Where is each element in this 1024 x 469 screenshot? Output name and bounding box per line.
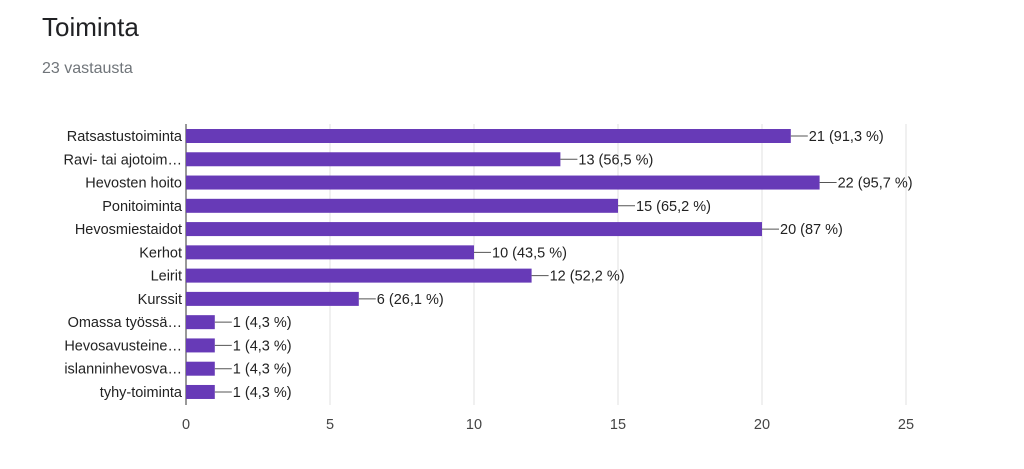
- data-label: 1 (4,3 %): [233, 362, 292, 378]
- data-label: 20 (87 %): [780, 222, 843, 238]
- tick-label: 5: [326, 417, 334, 433]
- bar: [186, 152, 561, 167]
- bar: [186, 268, 532, 283]
- data-label: 21 (91,3 %): [809, 129, 884, 145]
- category-label: Ponitoiminta: [102, 199, 183, 215]
- data-label: 22 (95,7 %): [838, 176, 913, 192]
- bar: [186, 315, 215, 330]
- data-label: 12 (52,2 %): [550, 269, 625, 285]
- category-label: tyhy-toiminta: [100, 385, 183, 401]
- tick-label: 15: [610, 417, 626, 433]
- bar: [186, 338, 215, 353]
- bar: [186, 198, 618, 213]
- bar: [186, 245, 474, 260]
- category-label: Hevosten hoito: [85, 176, 182, 192]
- category-label: Omassa työssä…: [68, 315, 182, 331]
- data-label: 1 (4,3 %): [233, 315, 292, 331]
- bar: [186, 291, 359, 306]
- category-label: Kurssit: [138, 292, 182, 308]
- bar: [186, 129, 791, 143]
- tick-label: 0: [182, 417, 190, 433]
- category-label: Kerhot: [139, 245, 182, 261]
- tick-label: 25: [898, 417, 914, 433]
- response-count: 23 vastausta: [42, 60, 133, 77]
- bar: [186, 361, 215, 376]
- bar: [186, 384, 215, 399]
- chart-title: Toiminta: [42, 12, 139, 42]
- tick-label: 10: [466, 417, 482, 433]
- bar: [186, 175, 820, 190]
- category-label: Leirit: [151, 269, 182, 285]
- data-label: 1 (4,3 %): [233, 338, 292, 354]
- data-label: 1 (4,3 %): [233, 385, 292, 401]
- category-label: Ravi- tai ajotoim…: [64, 152, 182, 168]
- category-label: Hevosavusteine…: [64, 338, 182, 354]
- tick-label: 20: [754, 417, 770, 433]
- data-label: 6 (26,1 %): [377, 292, 444, 308]
- data-label: 10 (43,5 %): [492, 245, 567, 261]
- data-label: 13 (56,5 %): [578, 152, 653, 168]
- category-label: Ratsastustoiminta: [67, 129, 183, 145]
- bar: [186, 222, 762, 237]
- category-label: islanninhevosva…: [64, 362, 182, 378]
- data-label: 15 (65,2 %): [636, 199, 711, 215]
- category-label: Hevosmiestaidot: [75, 222, 182, 238]
